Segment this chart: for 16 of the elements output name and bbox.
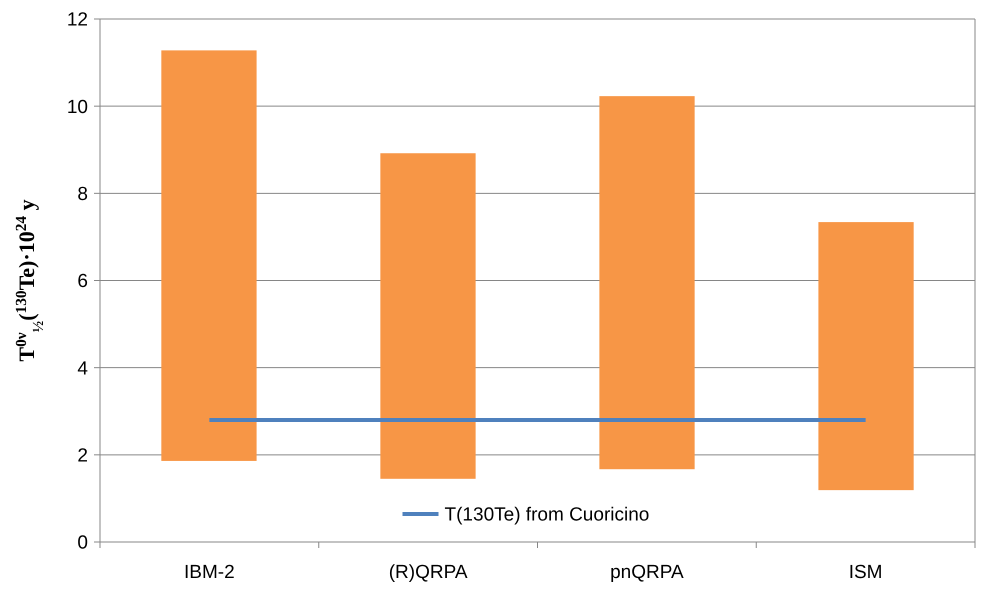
legend-label: T(130Te) from Cuoricino: [444, 504, 650, 526]
x-tick-label: IBM-2: [184, 562, 235, 583]
y-tick-label: 6: [77, 271, 88, 292]
x-tick-label: ISM: [848, 562, 883, 583]
y-tick-label: 4: [77, 358, 88, 380]
bar: [380, 153, 476, 479]
y-tick-label: 0: [77, 532, 88, 554]
y-tick-label: 10: [66, 96, 88, 118]
x-tick-label: pnQRPA: [610, 562, 684, 583]
y-tick-label: 2: [77, 445, 88, 466]
bar: [818, 222, 914, 490]
y-tick-label: 8: [77, 184, 88, 205]
y-tick-label: 12: [66, 10, 88, 31]
bar: [161, 50, 257, 461]
x-tick-label: (R)QRPA: [388, 562, 468, 583]
bar: [599, 96, 695, 470]
